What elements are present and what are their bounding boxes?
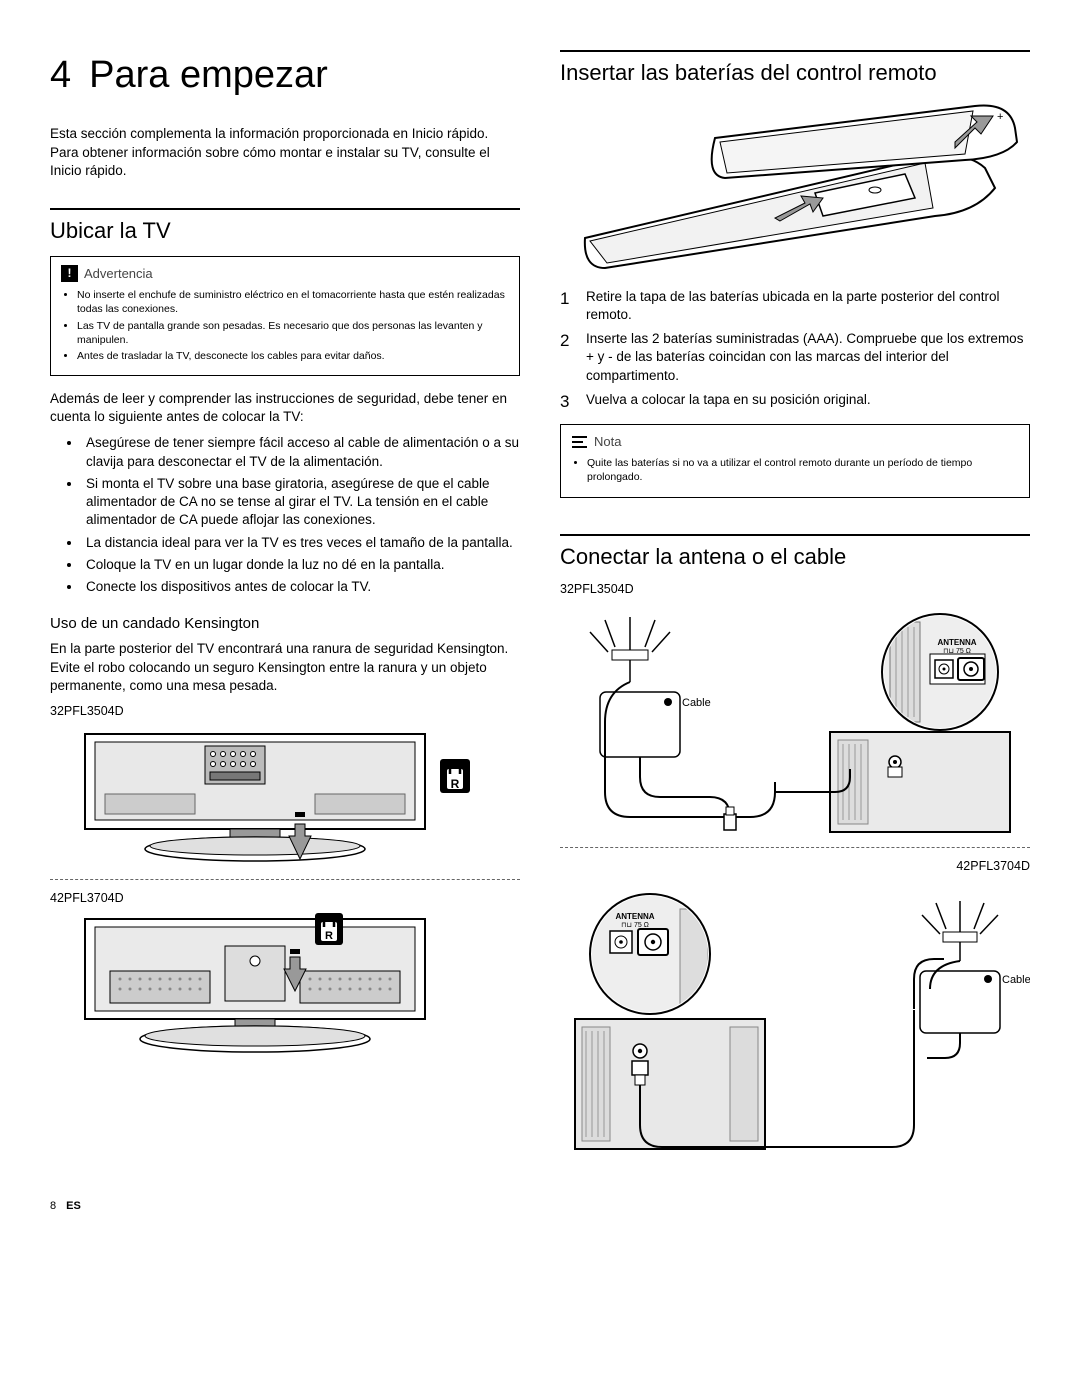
warning-box: ! Advertencia No inserte el enchufe de s… <box>50 256 520 376</box>
warning-item: Las TV de pantalla grande son pesadas. E… <box>77 319 509 347</box>
figure-kensington-b: R <box>50 911 520 1066</box>
right-column: Insertar las baterías del control remoto… <box>560 50 1030 1159</box>
figure-antenna-b: ANTENNA ⊓⊔ 75 Ω <box>560 879 1030 1159</box>
bullet: Coloque la TV en un lugar donde la luz n… <box>82 556 520 574</box>
lead-text: Además de leer y comprender las instrucc… <box>50 390 520 426</box>
page-lang: ES <box>66 1199 81 1214</box>
intro-text: Esta sección complementa la información … <box>50 125 520 180</box>
svg-text:R: R <box>325 930 333 942</box>
model-label-a: 32PFL3504D <box>50 703 520 720</box>
figure-remote: + <box>560 98 1030 288</box>
svg-text:Cable: Cable <box>1002 974 1030 986</box>
chapter-title: 4 Para empezar <box>50 50 520 101</box>
svg-text:+: + <box>997 111 1003 123</box>
steps-list: 1Retire la tapa de las baterías ubicada … <box>560 288 1030 414</box>
model-label-b2: 42PFL3704D <box>560 858 1030 875</box>
chapter-title-text: Para empezar <box>89 54 328 96</box>
step: 1Retire la tapa de las baterías ubicada … <box>560 288 1030 324</box>
figure-antenna-a: Cable ANTENNA ⊓⊔ 75 Ω <box>560 602 1030 837</box>
section-antenna: Conectar la antena o el cable <box>560 542 1030 572</box>
note-box: Nota Quite las baterías si no va a utili… <box>560 424 1030 498</box>
note-item: Quite las baterías si no va a utilizar e… <box>587 456 1019 484</box>
page-footer: 8 ES <box>50 1199 1030 1214</box>
bullet-list: Asegúrese de tener siempre fácil acceso … <box>50 434 520 596</box>
chapter-number: 4 <box>50 54 71 96</box>
svg-text:⊓⊔ 75 Ω: ⊓⊔ 75 Ω <box>621 922 649 929</box>
svg-text:ANTENNA: ANTENNA <box>615 912 654 921</box>
figure-kensington-a: R <box>50 724 520 869</box>
divider <box>560 534 1030 536</box>
svg-text:⊓⊔ 75 Ω: ⊓⊔ 75 Ω <box>943 648 971 655</box>
note-label: Nota <box>594 433 621 451</box>
bullet: Si monta el TV sobre una base giratoria,… <box>82 475 520 530</box>
note-list: Quite las baterías si no va a utilizar e… <box>571 456 1019 484</box>
warning-item: Antes de trasladar la TV, desconecte los… <box>77 349 509 363</box>
step: 3Vuelva a colocar la tapa en su posición… <box>560 391 1030 414</box>
cable-label: Cable <box>682 697 711 709</box>
step-text: Inserte las 2 baterías suministradas (AA… <box>586 330 1030 385</box>
left-column: 4 Para empezar Esta sección complementa l… <box>50 50 520 1159</box>
warning-icon: ! <box>61 265 78 282</box>
warning-item: No inserte el enchufe de suministro eléc… <box>77 288 509 316</box>
svg-text:R: R <box>451 777 460 791</box>
bullet: La distancia ideal para ver la TV es tre… <box>82 534 520 552</box>
model-label-a2: 32PFL3504D <box>560 581 1030 598</box>
step-text: Retire la tapa de las baterías ubicada e… <box>586 288 1030 324</box>
svg-text:ANTENNA: ANTENNA <box>937 638 976 647</box>
dashed-divider <box>560 847 1030 848</box>
divider <box>50 208 520 210</box>
bullet: Asegúrese de tener siempre fácil acceso … <box>82 434 520 470</box>
model-label-b: 42PFL3704D <box>50 890 520 907</box>
divider <box>560 50 1030 52</box>
bullet: Conecte los dispositivos antes de coloca… <box>82 578 520 596</box>
page-number: 8 <box>50 1199 56 1214</box>
note-icon <box>571 433 588 450</box>
kensington-text: En la parte posterior del TV encontrará … <box>50 640 520 695</box>
warning-label: Advertencia <box>84 265 153 283</box>
section-batteries: Insertar las baterías del control remoto <box>560 58 1030 88</box>
step: 2Inserte las 2 baterías suministradas (A… <box>560 330 1030 385</box>
section-ubicar: Ubicar la TV <box>50 216 520 246</box>
warning-list: No inserte el enchufe de suministro eléc… <box>61 288 509 363</box>
step-text: Vuelva a colocar la tapa en su posición … <box>586 391 871 414</box>
kensington-heading: Uso de un candado Kensington <box>50 614 520 634</box>
dashed-divider <box>50 879 520 880</box>
